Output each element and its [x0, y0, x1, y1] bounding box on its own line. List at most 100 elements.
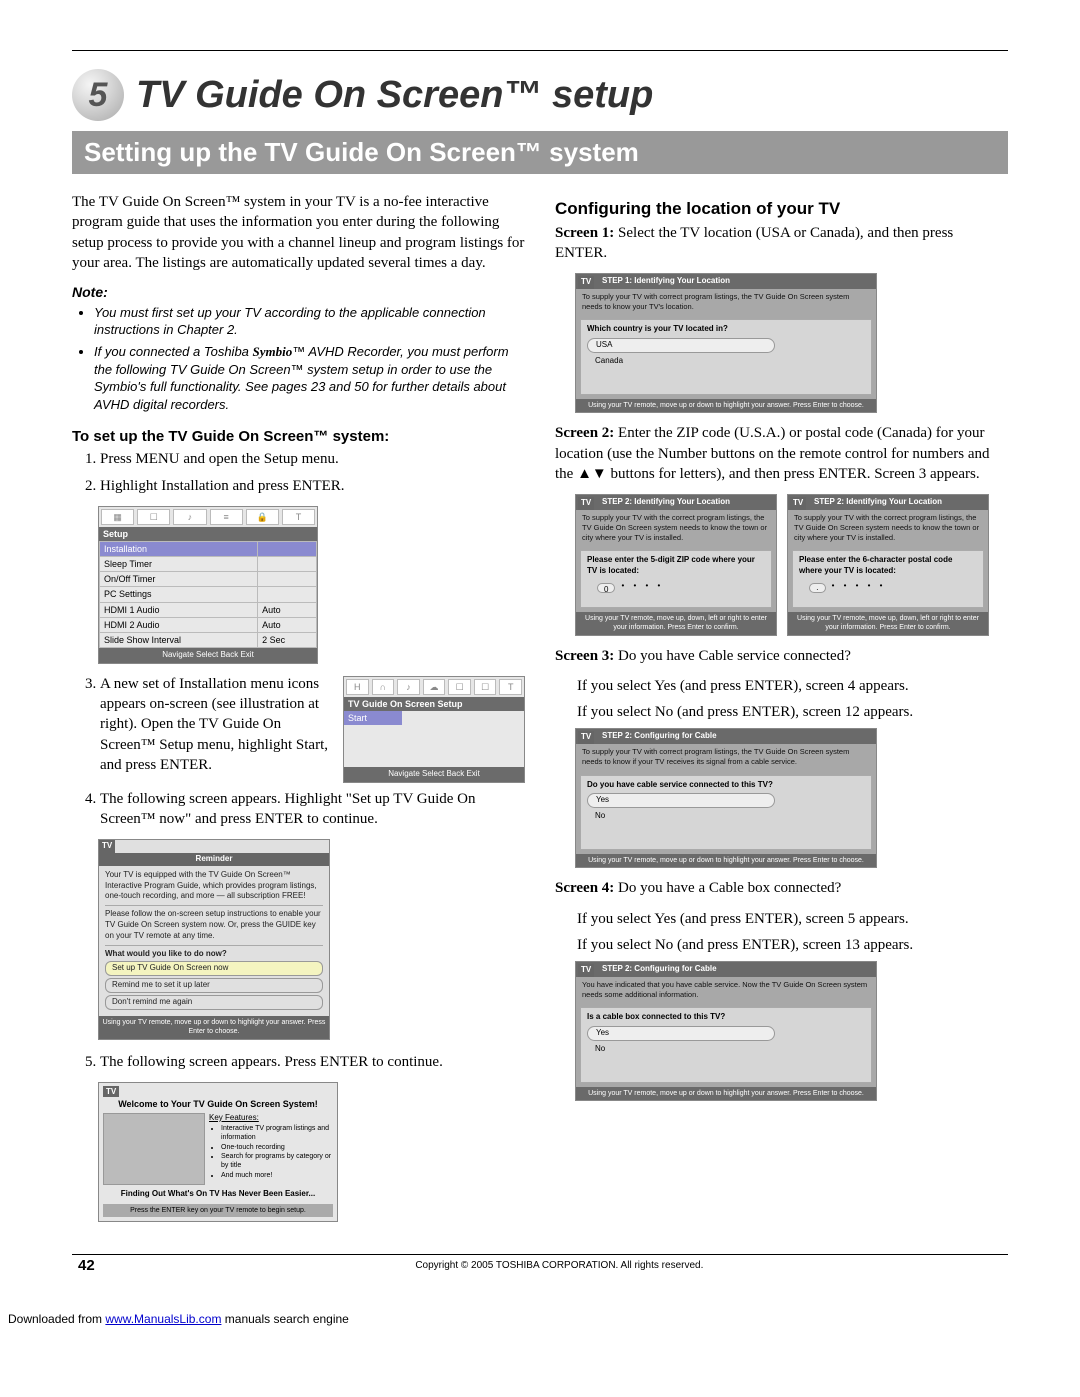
menu-icon-row: ▦ ☐ ♪ ≡ 🔒 T	[99, 507, 317, 527]
right-column: Configuring the location of your TV Scre…	[555, 192, 1008, 1234]
tab-icon: ☐	[137, 509, 170, 525]
menu-row: Sleep Timer	[100, 557, 317, 572]
wizard-option: Canada	[587, 355, 773, 368]
tv-badge-icon: TV	[578, 964, 594, 977]
step-2: Highlight Installation and press ENTER.	[100, 476, 525, 496]
screen2-postal-figure: TV STEP 2: Identifying Your Location To …	[787, 494, 989, 636]
feature-item: One-touch recording	[221, 1143, 333, 1152]
wizard-question: Is a cable box connected to this TV?	[587, 1012, 865, 1023]
menu-row: HDMI 1 AudioAuto	[100, 602, 317, 617]
menu-row: PC Settings	[100, 587, 317, 602]
chapter-title: TV Guide On Screen™ setup	[136, 74, 653, 117]
start-option-selected: Start	[344, 711, 402, 725]
wizard-text: Please follow the on-screen setup instru…	[105, 909, 323, 941]
setup-steps: Press MENU and open the Setup menu. High…	[72, 449, 525, 496]
zip-input-dots: 0••••	[597, 581, 765, 595]
step-5: The following screen appears. Press ENTE…	[100, 1052, 525, 1072]
tab-icon: H	[346, 679, 369, 695]
page-footer: 42 Copyright © 2005 TOSHIBA CORPORATION.…	[72, 1254, 1008, 1276]
tab-icon: ☁	[423, 679, 446, 695]
note-list: You must first set up your TV according …	[72, 304, 525, 413]
tab-icon: ☐	[448, 679, 471, 695]
copyright-text: Copyright © 2005 TOSHIBA CORPORATION. Al…	[111, 1260, 1008, 1271]
welcome-title: Welcome to Your TV Guide On Screen Syste…	[103, 1098, 333, 1110]
section-title-bar: Setting up the TV Guide On Screen™ syste…	[72, 131, 1008, 174]
tab-icon: ♪	[173, 509, 206, 525]
setup-menu-figure: ▦ ☐ ♪ ≡ 🔒 T Setup Installation Sleep Tim…	[98, 506, 318, 664]
feature-item: Interactive TV program listings and info…	[221, 1124, 333, 1143]
wizard-question: Please enter the 5-digit ZIP code where …	[587, 555, 765, 577]
welcome-footer: Press the ENTER key on your TV remote to…	[103, 1204, 333, 1217]
wizard-option: No	[587, 1043, 773, 1056]
menu-row: HDMI 2 AudioAuto	[100, 617, 317, 632]
screen-label: Screen 2:	[555, 425, 614, 441]
screen1-figure: TV STEP 1: Identifying Your Location To …	[575, 273, 877, 413]
tab-icon: ▦	[101, 509, 134, 525]
tv-badge-icon: TV	[578, 731, 594, 744]
note-item: You must first set up your TV according …	[94, 304, 525, 339]
setup-steps-cont2: The following screen appears. Press ENTE…	[72, 1052, 525, 1072]
wizard-option: USA	[587, 338, 775, 353]
wizard-head: Reminder	[99, 853, 329, 866]
screen2-figures: TV STEP 2: Identifying Your Location To …	[575, 494, 1008, 636]
menu-table: Installation Sleep Timer On/Off Timer PC…	[99, 541, 317, 648]
screen-text: Do you have Cable service connected?	[614, 648, 851, 664]
wizard-footer: Using your TV remote, move up or down to…	[576, 854, 876, 867]
download-source-line: Downloaded from www.ManualsLib.com manua…	[0, 1306, 1080, 1332]
wizard-option: Remind me to set it up later	[105, 978, 323, 993]
wizard-msg: You have indicated that you have cable s…	[576, 977, 876, 1003]
screen-text: Select the TV location (USA or Canada), …	[555, 225, 953, 261]
wizard-msg: To supply your TV with correct program l…	[576, 744, 876, 770]
screen-4-yes: If you select Yes (and press ENTER), scr…	[555, 909, 1008, 929]
menu-title: TV Guide On Screen Setup	[344, 697, 524, 711]
menu-row: Slide Show Interval2 Sec	[100, 632, 317, 647]
note-label: Note:	[72, 283, 525, 302]
tv-badge-icon: TV	[578, 497, 594, 510]
wizard-msg: To supply your TV with correct program l…	[576, 289, 876, 315]
manualslib-link[interactable]: www.ManualsLib.com	[105, 1312, 221, 1326]
menu-body: Start	[344, 711, 524, 767]
tab-icon: 🔒	[246, 509, 279, 525]
step-4: The following screen appears. Highlight …	[100, 789, 525, 830]
wizard-option-selected: Set up TV Guide On Screen now	[105, 961, 323, 976]
chapter-number-badge: 5	[72, 69, 124, 121]
chapter-header: 5 TV Guide On Screen™ setup	[72, 69, 1008, 121]
step-3: A new set of Installation menu icons app…	[100, 674, 525, 783]
wizard-step-head: STEP 2: Configuring for Cable	[576, 962, 876, 977]
welcome-wizard-figure: TV Welcome to Your TV Guide On Screen Sy…	[98, 1082, 338, 1222]
tab-icon: T	[282, 509, 315, 525]
setup-subhead: To set up the TV Guide On Screen™ system…	[72, 427, 525, 447]
tv-badge-icon: TV	[103, 1086, 119, 1097]
wizard-msg: To supply your TV with the correct progr…	[576, 510, 776, 546]
menu-row-selected: Installation	[100, 542, 317, 557]
intro-paragraph: The TV Guide On Screen™ system in your T…	[72, 192, 525, 273]
tab-icon: ∩	[372, 679, 395, 695]
screen-2-para: Screen 2: Enter the ZIP code (U.S.A.) or…	[555, 423, 1008, 484]
screen-label: Screen 1:	[555, 225, 614, 241]
page: 5 TV Guide On Screen™ setup Setting up t…	[0, 0, 1080, 1306]
reminder-wizard-figure: TV Reminder Your TV is equipped with the…	[98, 839, 330, 1039]
wizard-question: Please enter the 6-character postal code…	[799, 555, 977, 577]
screen4-figure: TV STEP 2: Configuring for Cable You hav…	[575, 961, 877, 1101]
two-column-layout: The TV Guide On Screen™ system in your T…	[72, 192, 1008, 1234]
menu-footer-hints: Navigate Select Back Exit	[344, 767, 524, 782]
left-column: The TV Guide On Screen™ system in your T…	[72, 192, 525, 1234]
wizard-question: Which country is your TV located in?	[587, 324, 865, 335]
wizard-option: Don't remind me again	[105, 995, 323, 1010]
screen-3-no: If you select No (and press ENTER), scre…	[555, 702, 1008, 722]
screen2-zip-figure: TV STEP 2: Identifying Your Location To …	[575, 494, 777, 636]
wizard-option: Yes	[587, 793, 775, 808]
wizard-text: Your TV is equipped with the TV Guide On…	[105, 870, 323, 902]
tv-badge-icon: TV	[578, 276, 594, 289]
download-post: manuals search engine	[221, 1312, 348, 1326]
screen-3-para: Screen 3: Do you have Cable service conn…	[555, 646, 1008, 666]
download-pre: Downloaded from	[8, 1312, 105, 1326]
postal-input-dots: ·•••••	[809, 581, 977, 595]
wizard-step-head: STEP 2: Identifying Your Location	[576, 495, 776, 510]
symbio-brand: Symbio	[253, 344, 293, 359]
wizard-question: What would you like to do now?	[105, 949, 323, 960]
screen3-figure: TV STEP 2: Configuring for Cable To supp…	[575, 728, 877, 868]
wizard-footer: Using your TV remote, move up or down to…	[576, 399, 876, 412]
screen-3-yes: If you select Yes (and press ENTER), scr…	[555, 676, 1008, 696]
features-list: Interactive TV program listings and info…	[209, 1124, 333, 1181]
